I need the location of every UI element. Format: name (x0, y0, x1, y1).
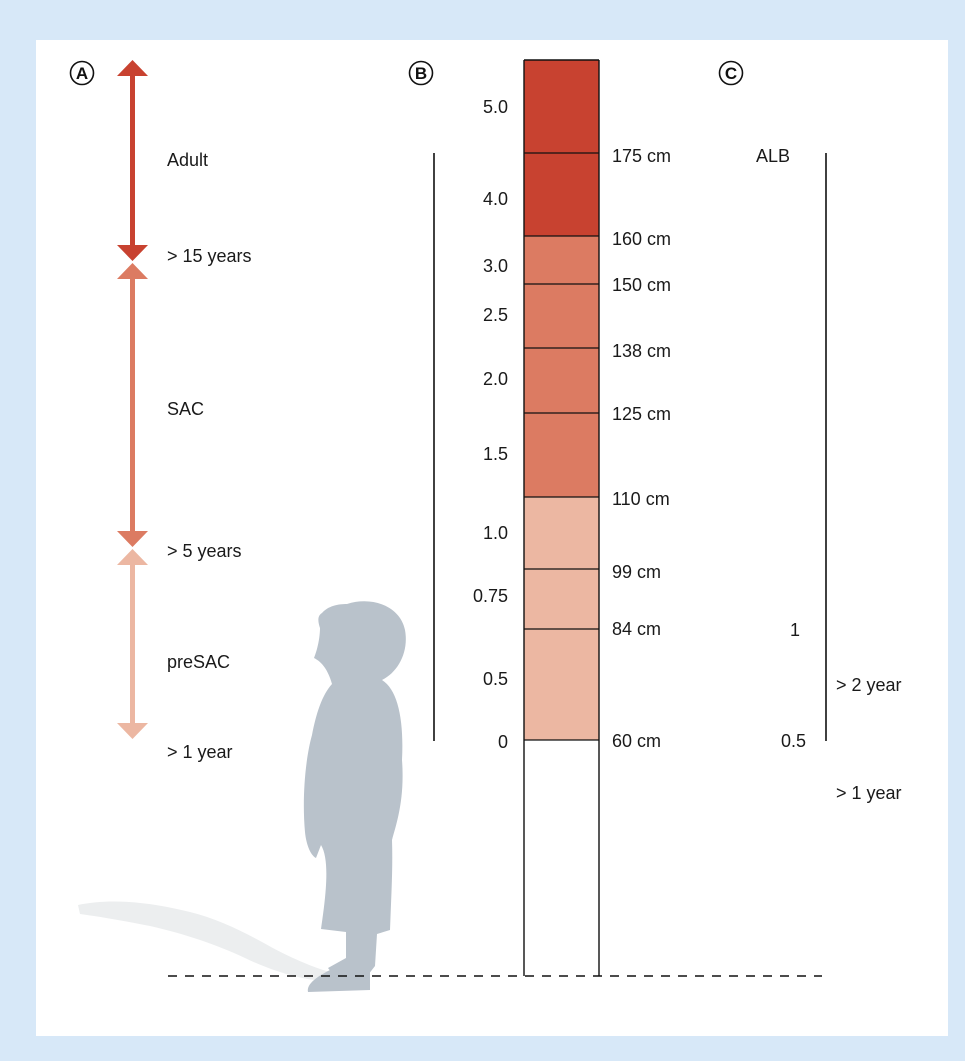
dose-label: 1.5 (483, 444, 508, 464)
dose-pole (523, 59, 600, 976)
panel-letter-c: C (718, 60, 744, 86)
age-group-sac-label: SAC (167, 399, 204, 419)
dose-label: 5.0 (483, 97, 508, 117)
dose-label: 1.0 (483, 523, 508, 543)
svg-text:C: C (725, 64, 737, 83)
arrow-sac (117, 263, 148, 547)
panel-letter-a: A (69, 60, 95, 86)
dose-label: 4.0 (483, 189, 508, 209)
height-label: 99 cm (612, 562, 661, 582)
age-bound-presac-label: > 1 year (167, 742, 233, 762)
arrow-adult (117, 60, 148, 261)
height-label: 138 cm (612, 341, 671, 361)
height-label: 150 cm (612, 275, 671, 295)
age-bound-sac-label: > 5 years (167, 541, 242, 561)
pole-band-presac (524, 497, 599, 740)
height-label: 125 cm (612, 404, 671, 424)
age-group-adult-label: Adult (167, 150, 208, 170)
height-label: 84 cm (612, 619, 661, 639)
albendazole-dose-label: 0.5 (781, 731, 806, 751)
albendazole-dose-label: 1 (790, 620, 800, 640)
arrow-presac (117, 549, 148, 739)
age-bound-adult-label: > 15 years (167, 246, 252, 266)
figure-panel (36, 40, 948, 1036)
albendazole-age-label: > 2 year (836, 675, 902, 695)
child-shadow (78, 901, 330, 981)
albendazole-age-label: > 1 year (836, 783, 902, 803)
dose-label: 2.5 (483, 305, 508, 325)
height-label: 175 cm (612, 146, 671, 166)
dose-label: 0.5 (483, 669, 508, 689)
pole-band-adult (524, 60, 599, 236)
child-body (303, 601, 406, 977)
height-label: 110 cm (612, 489, 670, 509)
svg-text:A: A (76, 64, 88, 83)
panel-letter-b: B (408, 60, 434, 86)
dose-label: 0 (498, 732, 508, 752)
dose-label: 0.75 (473, 586, 508, 606)
dose-label: 3.0 (483, 256, 508, 276)
age-arrows (117, 60, 148, 739)
height-label: 160 cm (612, 229, 671, 249)
svg-text:B: B (415, 64, 427, 83)
pole-band-sac (524, 236, 599, 497)
dose-label: 2.0 (483, 369, 508, 389)
albendazole-title: ALB (756, 146, 790, 166)
age-group-presac-label: preSAC (167, 652, 230, 672)
height-label: 60 cm (612, 731, 661, 751)
